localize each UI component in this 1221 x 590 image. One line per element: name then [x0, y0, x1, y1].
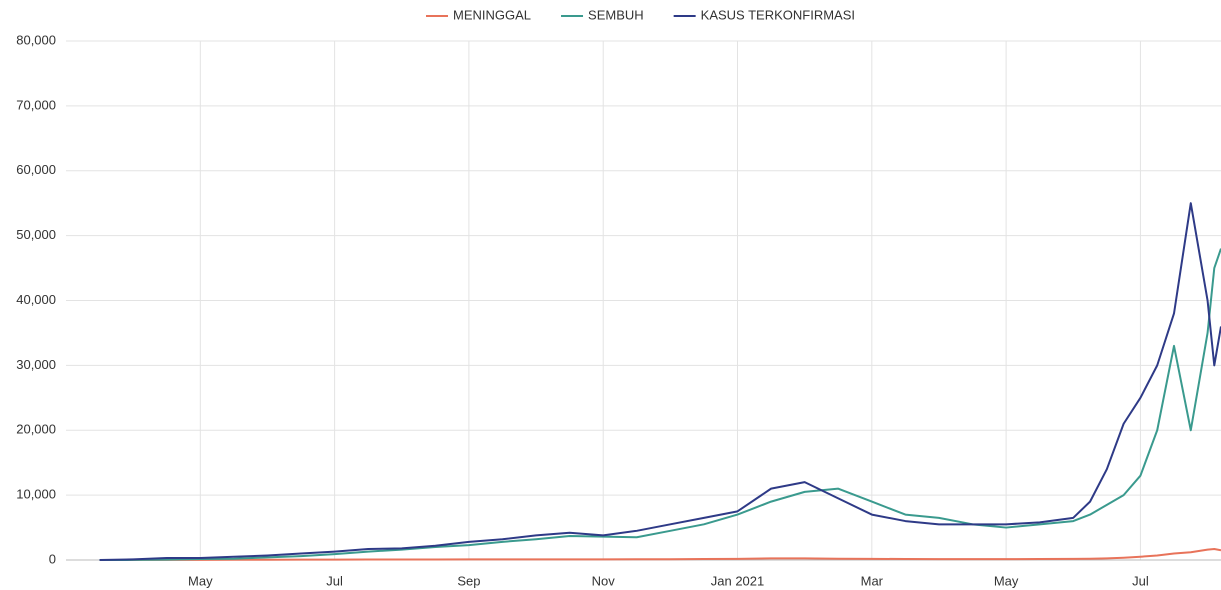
legend: MENINGGAL SEMBUH KASUS TERKONFIRMASI	[426, 7, 855, 22]
legend-item: SEMBUH	[561, 7, 644, 22]
y-tick-label: 20,000	[16, 422, 56, 437]
legend-label: KASUS TERKONFIRMASI	[701, 7, 855, 22]
x-tick-label: Sep	[457, 573, 480, 588]
legend-item: KASUS TERKONFIRMASI	[673, 7, 855, 22]
series-line	[99, 202, 1221, 561]
series-line	[99, 248, 1221, 561]
x-tick-label: May	[994, 573, 1019, 588]
y-tick-label: 10,000	[16, 487, 56, 502]
legend-label: SEMBUH	[588, 7, 644, 22]
x-tick-label: May	[188, 573, 213, 588]
y-tick-label: 40,000	[16, 292, 56, 307]
x-tick-label: Jan 2021	[711, 573, 765, 588]
series-line	[99, 547, 1221, 561]
y-tick-label: 0	[49, 551, 56, 566]
y-tick-label: 30,000	[16, 357, 56, 372]
y-tick-label: 50,000	[16, 227, 56, 242]
legend-label: MENINGGAL	[453, 7, 531, 22]
y-tick-label: 70,000	[16, 97, 56, 112]
x-tick-label: Nov	[592, 573, 616, 588]
x-tick-label: Jul	[326, 573, 343, 588]
y-tick-label: 80,000	[16, 32, 56, 47]
y-tick-label: 60,000	[16, 162, 56, 177]
x-tick-label: Mar	[861, 573, 884, 588]
legend-item: MENINGGAL	[426, 7, 531, 22]
x-tick-label: Jul	[1132, 573, 1149, 588]
